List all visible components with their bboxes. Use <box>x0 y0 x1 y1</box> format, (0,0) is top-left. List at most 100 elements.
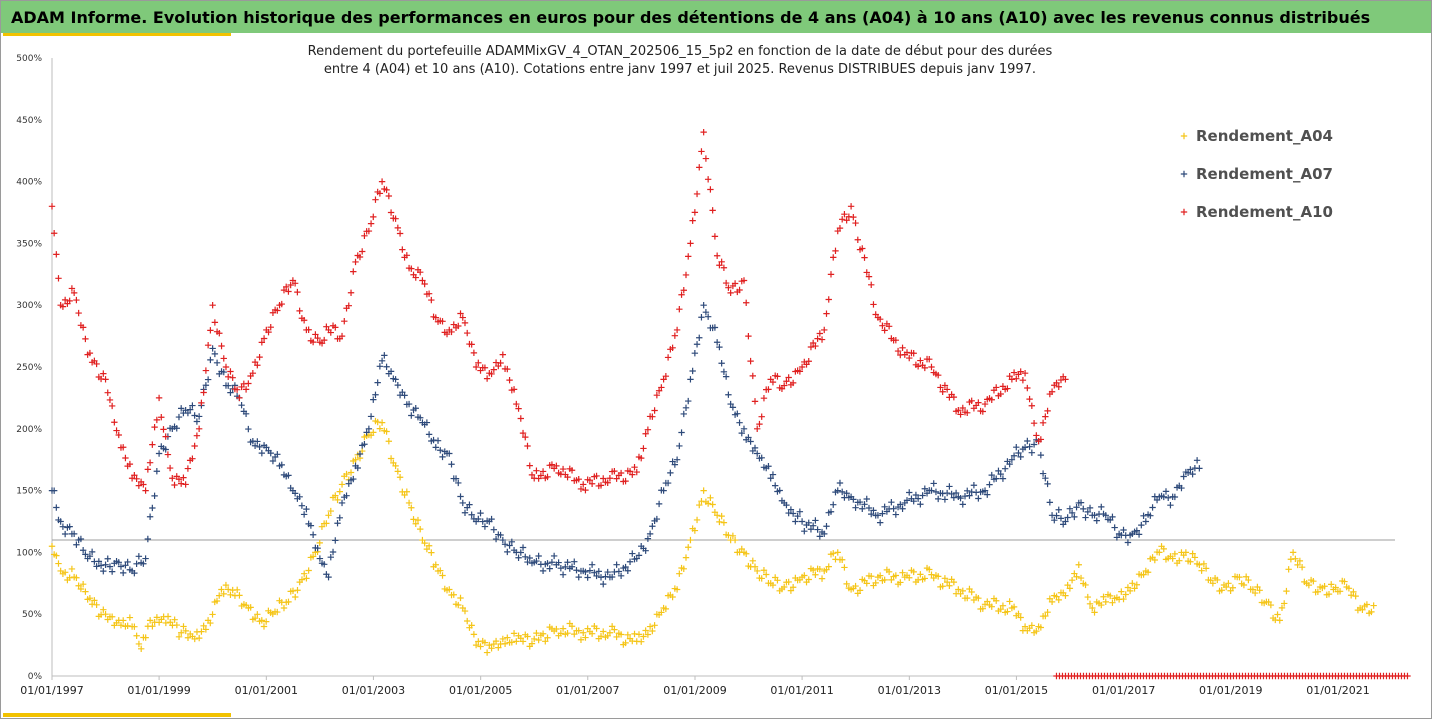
data-point <box>537 472 545 479</box>
data-point <box>446 586 453 593</box>
data-point <box>1189 470 1196 478</box>
data-point <box>461 319 469 327</box>
data-point <box>1044 480 1051 488</box>
data-point <box>468 622 475 629</box>
data-point <box>432 444 439 451</box>
data-point <box>497 359 504 367</box>
data-point <box>437 567 444 574</box>
data-point <box>457 493 464 500</box>
data-point <box>629 471 636 478</box>
data-point <box>142 634 149 641</box>
data-point <box>519 544 527 551</box>
data-point <box>378 419 386 426</box>
data-point <box>693 190 701 198</box>
data-point <box>171 616 178 623</box>
data-point <box>492 535 500 543</box>
data-point <box>1225 580 1232 587</box>
data-point <box>575 627 582 634</box>
data-point <box>685 397 692 405</box>
data-point <box>341 317 348 325</box>
data-point <box>417 525 424 533</box>
data-point <box>765 463 772 470</box>
y-tick-label: 250% <box>16 363 42 373</box>
data-point <box>1062 376 1069 383</box>
data-point <box>151 423 158 431</box>
data-point <box>448 461 455 468</box>
data-point <box>1156 549 1163 556</box>
data-point <box>316 539 323 547</box>
data-point <box>1066 505 1074 512</box>
data-point <box>870 507 877 514</box>
data-point <box>1021 623 1029 630</box>
data-point <box>613 561 620 568</box>
data-point <box>184 465 192 472</box>
data-point <box>544 560 551 567</box>
x-tick-label: 01/01/2001 <box>235 684 298 697</box>
data-point <box>303 575 310 582</box>
data-point <box>126 614 134 621</box>
data-point <box>899 344 906 352</box>
data-point <box>830 550 837 557</box>
data-point <box>73 574 80 581</box>
data-point <box>655 387 663 394</box>
data-point <box>805 576 812 583</box>
data-point <box>1028 402 1036 409</box>
data-point <box>928 571 935 578</box>
data-point <box>490 366 498 373</box>
data-point <box>897 579 904 586</box>
data-point <box>470 349 478 357</box>
data-point <box>847 203 855 210</box>
data-point <box>202 626 210 633</box>
data-point <box>984 598 991 605</box>
data-point <box>365 227 373 235</box>
x-tick-label: 01/01/2011 <box>770 684 833 697</box>
data-point <box>106 563 114 570</box>
data-point <box>676 570 683 577</box>
data-point <box>624 567 632 574</box>
data-point <box>571 558 578 565</box>
data-point <box>149 623 156 630</box>
data-point <box>316 555 324 562</box>
data-point <box>309 553 317 560</box>
data-point <box>75 582 82 589</box>
data-point <box>774 373 781 380</box>
legend-item: Rendement_A04 <box>1196 127 1333 145</box>
data-point <box>687 376 694 383</box>
data-point <box>745 434 752 441</box>
data-point <box>832 247 839 255</box>
data-point <box>1102 512 1109 519</box>
data-point <box>926 355 933 363</box>
data-point <box>113 427 120 434</box>
data-point <box>102 611 109 618</box>
data-point <box>993 597 1000 604</box>
data-point <box>457 594 464 602</box>
data-point <box>533 629 540 637</box>
data-point <box>669 593 676 601</box>
data-point <box>1151 556 1159 564</box>
data-point <box>381 352 388 359</box>
data-point <box>678 429 685 436</box>
data-point <box>387 209 395 216</box>
data-point <box>843 580 850 588</box>
data-point <box>401 491 408 499</box>
data-point <box>968 397 975 404</box>
data-point <box>1142 518 1150 525</box>
data-point <box>892 336 900 344</box>
data-point <box>975 495 982 502</box>
data-point <box>651 407 658 414</box>
data-point <box>776 487 783 494</box>
data-point <box>533 557 540 565</box>
data-point <box>671 332 679 339</box>
data-point <box>48 543 56 550</box>
data-point <box>506 376 513 384</box>
data-point <box>195 634 203 642</box>
data-point <box>211 350 219 358</box>
data-point <box>354 464 361 472</box>
data-point <box>548 461 556 468</box>
data-point <box>332 324 339 331</box>
data-point <box>968 588 975 596</box>
data-point <box>1017 368 1024 375</box>
data-point <box>939 583 946 590</box>
data-point <box>678 291 685 298</box>
data-point <box>794 512 801 520</box>
